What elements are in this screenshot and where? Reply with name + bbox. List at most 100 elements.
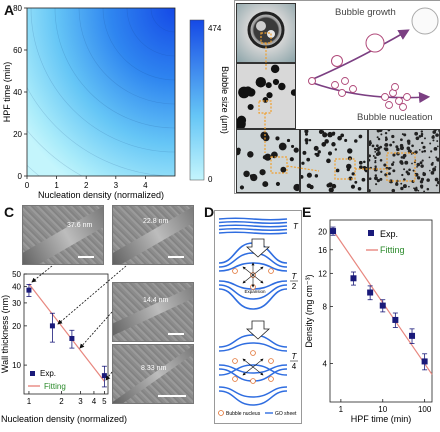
micro-bubble bbox=[414, 172, 419, 177]
micro-bubble bbox=[375, 144, 379, 148]
micrograph-medium-bubbles bbox=[300, 129, 368, 193]
micro-bubble bbox=[376, 136, 379, 139]
tem-image-4: 8.33 nm bbox=[112, 344, 194, 404]
micro-bubble bbox=[414, 187, 418, 192]
thickness-t-half-num: T bbox=[292, 272, 298, 281]
micro-bubble bbox=[412, 169, 415, 172]
micro-bubble bbox=[415, 136, 420, 141]
micro-bubble bbox=[378, 151, 381, 154]
expansion-arrow bbox=[252, 274, 264, 284]
micro-bubble bbox=[423, 190, 426, 192]
micro-bubble bbox=[347, 148, 353, 154]
expansion-arrow bbox=[252, 266, 264, 276]
micro-bubble bbox=[346, 163, 352, 170]
heatmap-y-tick: 60 bbox=[13, 46, 22, 55]
go-sheet-stage3 bbox=[218, 386, 288, 398]
tem-measure-2: 22.8 nm bbox=[143, 218, 169, 225]
micro-bubble bbox=[275, 136, 280, 141]
micro-bubble bbox=[374, 161, 377, 164]
go-sheet-stage3 bbox=[218, 334, 288, 348]
micro-bubble bbox=[376, 179, 380, 183]
micro-bubble bbox=[265, 82, 272, 89]
micro-bubble bbox=[420, 132, 424, 136]
micro-bubble bbox=[335, 168, 340, 173]
bubble-nucleation-label: Bubble nucleation bbox=[357, 112, 433, 123]
micro-bubble bbox=[259, 169, 266, 176]
micro-bubble bbox=[305, 141, 309, 145]
micro-bubble bbox=[302, 150, 307, 155]
heatmap-x-tick: 4 bbox=[143, 181, 148, 190]
micro-bubble bbox=[309, 184, 314, 190]
micro-bubble bbox=[400, 186, 404, 191]
density-x-tick: 1 bbox=[339, 405, 344, 414]
micro-bubble bbox=[379, 177, 383, 181]
micro-bubble bbox=[391, 188, 396, 192]
micro-bubble bbox=[418, 135, 422, 138]
density-x-tick: 10 bbox=[378, 405, 387, 414]
micro-bubble bbox=[364, 169, 367, 173]
micro-bubble bbox=[411, 144, 414, 148]
micro-bubble bbox=[389, 143, 393, 147]
micro-bubble bbox=[418, 149, 421, 151]
bubble-nucleus-marker bbox=[232, 376, 238, 382]
micro-bubble bbox=[419, 161, 423, 165]
density-scatter: 1 10 100 4 8 12 16 20 Exp. Fitting Density (mg … bbox=[304, 219, 433, 424]
micro-bubble bbox=[413, 187, 415, 190]
micro-bubble bbox=[436, 180, 439, 185]
heatmap-y-tick: 40 bbox=[13, 88, 22, 97]
micro-bubble bbox=[395, 182, 399, 186]
micro-bubble bbox=[373, 147, 377, 151]
micro-bubble bbox=[371, 144, 375, 148]
stage-arrow-1 bbox=[245, 238, 271, 258]
go-sheet-stage1 bbox=[218, 220, 288, 225]
density-x-tick: 100 bbox=[418, 405, 432, 414]
micro-bubble bbox=[321, 130, 325, 134]
panel-c-thickness-chart: 1 2 3 4 5 10 20 30 40 50 Exp. Fitting Wall thickn… bbox=[0, 262, 200, 427]
heatmap-x-tick: 0 bbox=[25, 181, 30, 190]
micro-bubble bbox=[369, 189, 371, 192]
micro-bubble bbox=[436, 140, 439, 142]
micro-bubble bbox=[317, 150, 321, 154]
micro-bubble bbox=[326, 183, 331, 188]
micro-bubble bbox=[388, 172, 391, 176]
micro-bubble bbox=[354, 139, 358, 143]
micro-bubble bbox=[275, 181, 281, 186]
micro-bubble bbox=[377, 146, 381, 150]
thickness-fit-line bbox=[28, 283, 105, 382]
micro-bubble bbox=[374, 156, 377, 159]
micro-bubble bbox=[369, 154, 371, 158]
micro-bubble bbox=[432, 130, 437, 134]
go-sheet-stage2 bbox=[218, 252, 288, 268]
micro-bubble bbox=[428, 156, 431, 159]
micro-bubble bbox=[384, 147, 389, 152]
bubble-nuclei bbox=[232, 262, 274, 384]
density-x-axis-label: HPF time (min) bbox=[351, 414, 412, 424]
micro-bubble bbox=[331, 142, 336, 147]
micro-bubble bbox=[369, 166, 372, 169]
micro-bubble bbox=[417, 189, 420, 192]
micro-bubble bbox=[435, 133, 439, 137]
micro-bubble bbox=[392, 140, 395, 144]
thickness-legend: Exp. Fitting bbox=[28, 369, 66, 391]
micro-bubble bbox=[354, 180, 358, 184]
heatmap-y-tick: 20 bbox=[13, 130, 22, 139]
go-sheet-stage1 bbox=[218, 227, 288, 232]
micro-bubble bbox=[350, 184, 356, 189]
micro-bubble bbox=[404, 160, 409, 165]
micro-bubble bbox=[331, 183, 337, 189]
micro-bubble bbox=[278, 142, 287, 151]
density-y-tick: 8 bbox=[323, 303, 328, 312]
micro-bubble bbox=[396, 147, 400, 152]
expansion-arrow bbox=[242, 274, 254, 284]
micro-bubble bbox=[374, 165, 377, 168]
density-data-point bbox=[330, 228, 337, 235]
micro-bubble bbox=[402, 146, 405, 149]
thickness-data-point bbox=[26, 287, 32, 293]
micro-bubble bbox=[374, 176, 378, 181]
density-plot-frame bbox=[329, 219, 433, 403]
nucleus-circle bbox=[341, 77, 349, 85]
thickness-x-tick: 3 bbox=[78, 397, 83, 406]
micro-bubble bbox=[421, 141, 424, 145]
micro-bubble bbox=[414, 150, 418, 154]
